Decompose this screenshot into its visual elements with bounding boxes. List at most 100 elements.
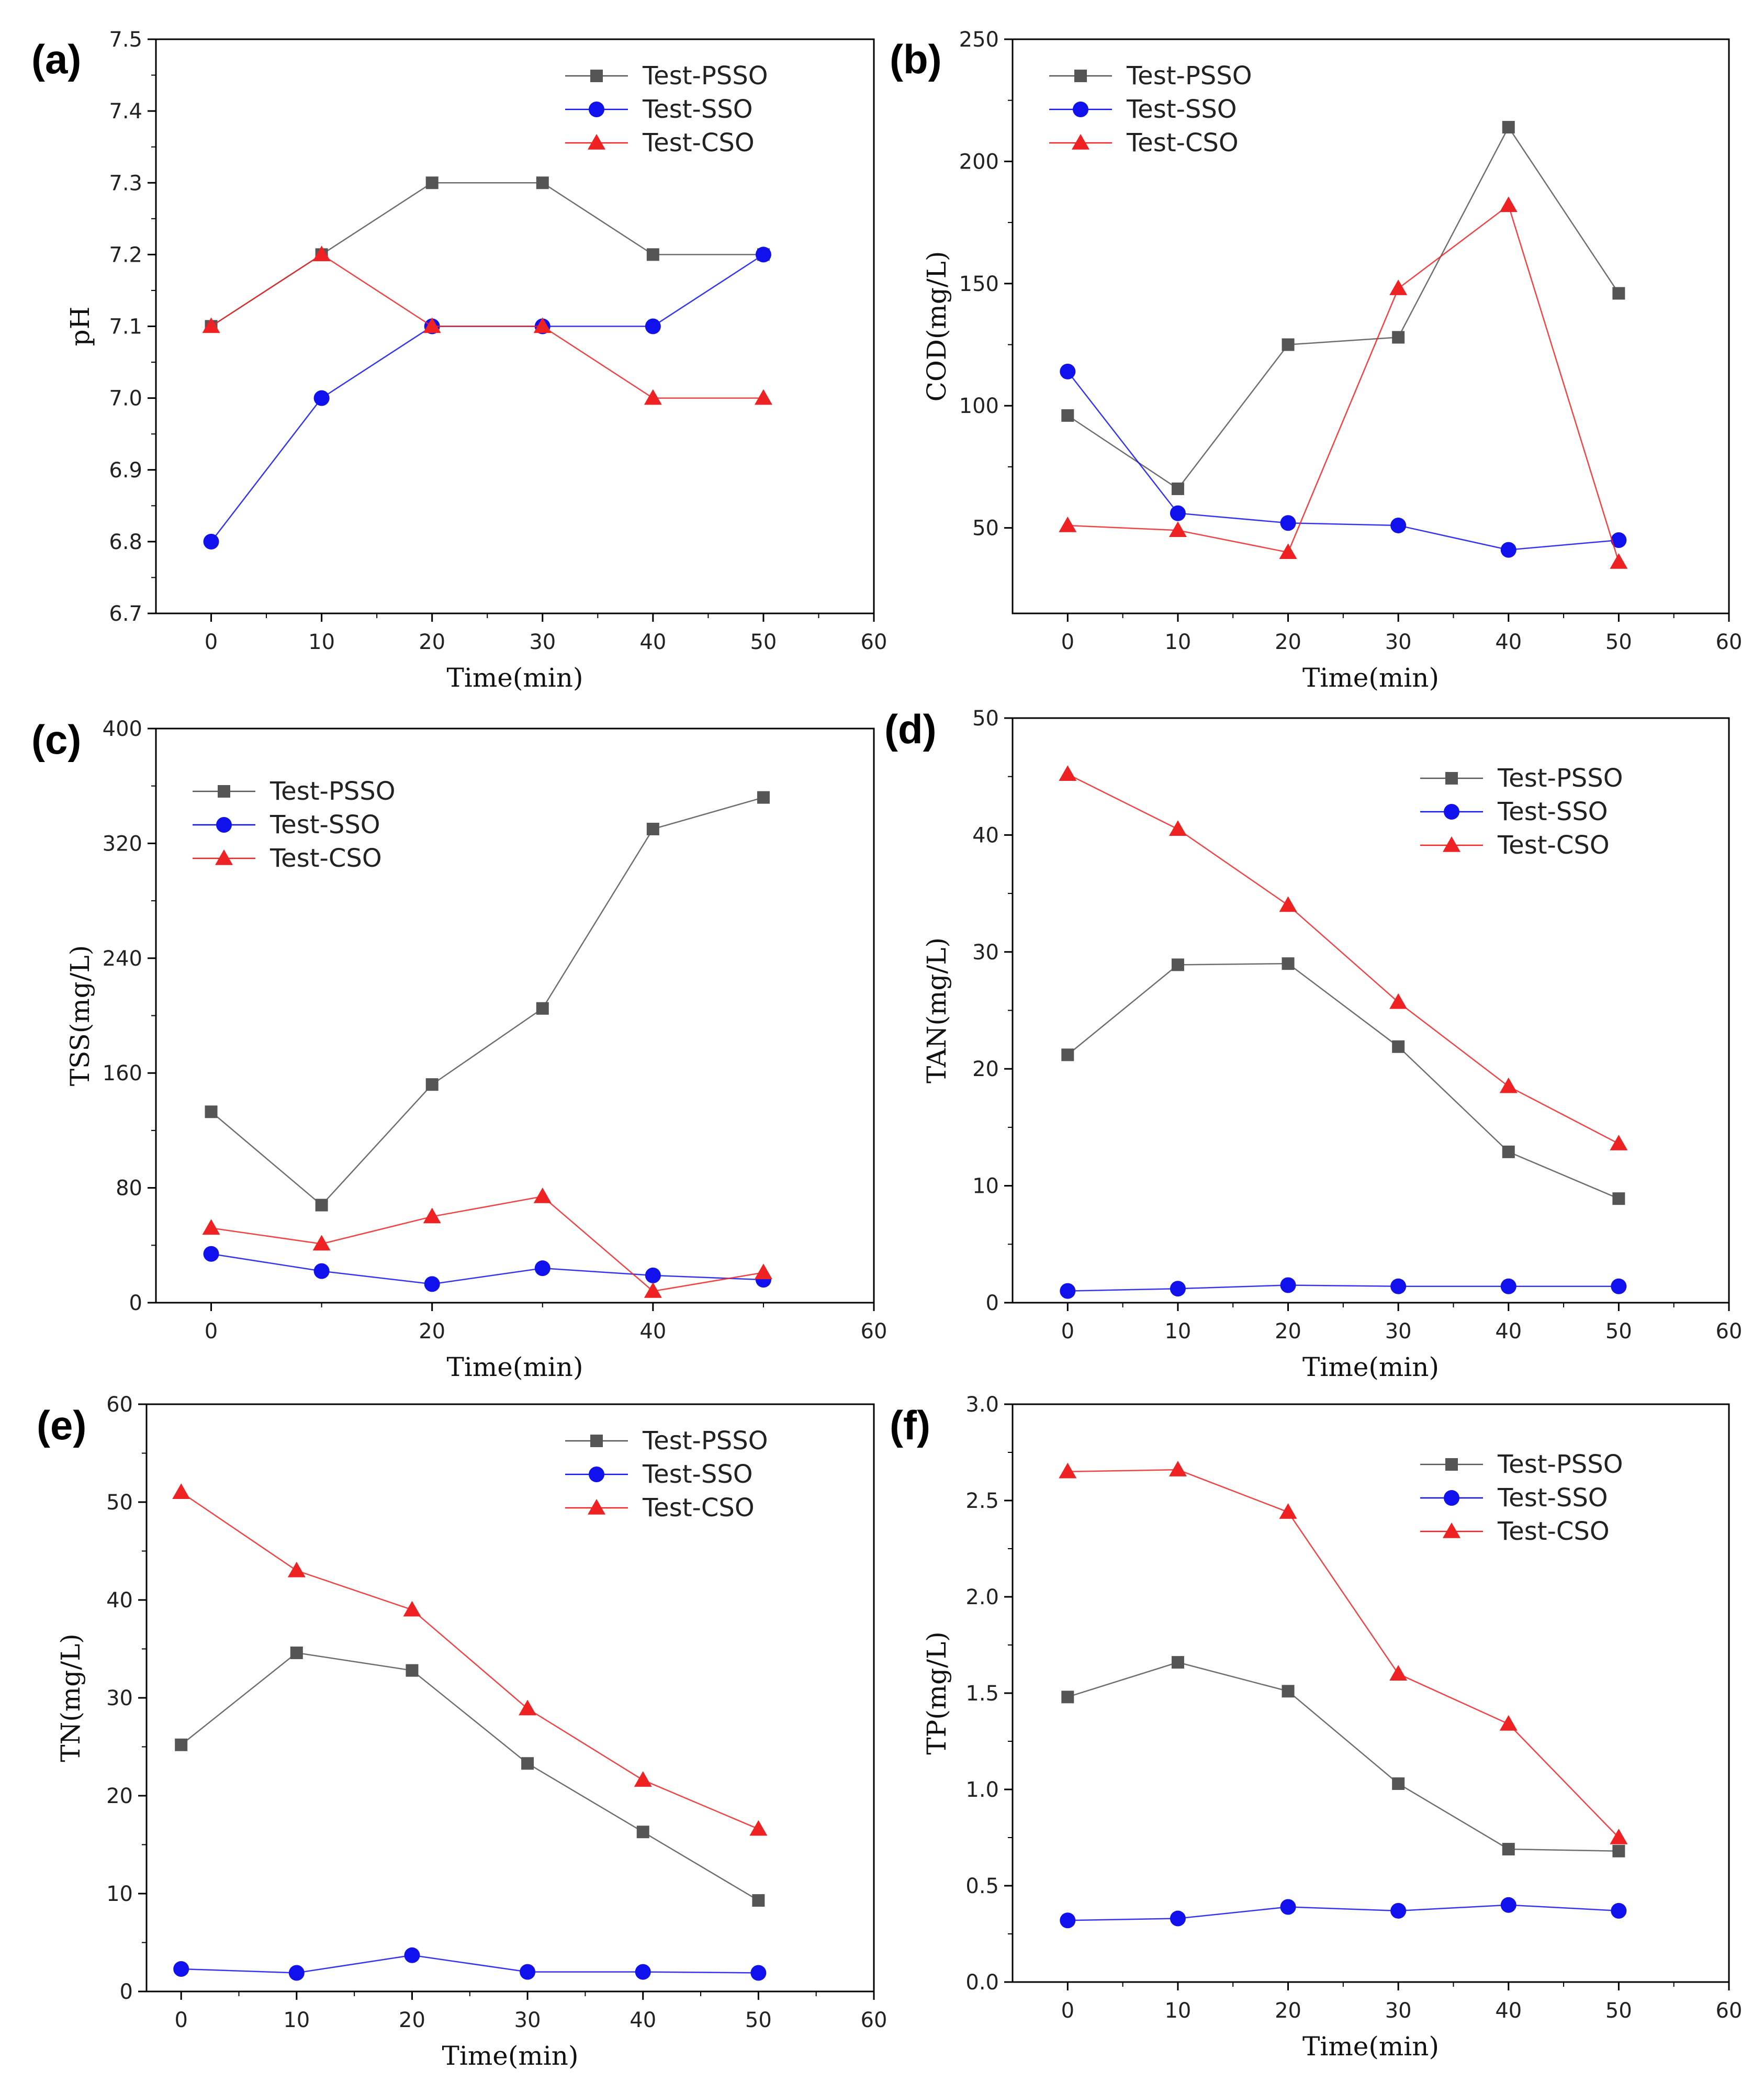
data-point-cso <box>202 1219 220 1235</box>
y-tick-label: 10 <box>972 1174 999 1199</box>
plot-frame <box>1012 38 1730 614</box>
data-point-sso <box>520 1964 536 1980</box>
data-point-sso <box>750 1965 767 1981</box>
y-tick-label: 100 <box>959 394 999 418</box>
data-point-psso <box>425 176 439 189</box>
legend-label: Test-CSO <box>269 844 382 873</box>
data-point-cso <box>519 1699 537 1716</box>
data-point-cso <box>749 1820 768 1836</box>
data-point-cso <box>1389 993 1408 1009</box>
series-line-sso <box>1067 371 1619 551</box>
chart-panel-b: 50 100 150 200 250 0 10 20 30 40 50 60 Time(min) COD(… <box>890 28 1742 693</box>
y-tick-label: 7.3 <box>109 171 142 195</box>
legend-marker <box>1445 772 1458 785</box>
data-point-sso <box>1500 1278 1516 1294</box>
legend: Test-PSSO Test-SSO Test-CSO <box>565 1426 768 1523</box>
x-axis-label: Time(min) <box>447 1352 583 1382</box>
data-point-sso <box>313 390 330 406</box>
chart-panel-c: 0 80 160 240 320 400 0 20 40 60 Time(min) TSS(mg/L)… <box>31 717 887 1382</box>
x-tick-label: 10 <box>283 2008 310 2032</box>
data-point-psso <box>1392 1040 1405 1053</box>
x-tick-label: 40 <box>1495 1319 1522 1344</box>
data-point-sso <box>534 1260 550 1277</box>
data-point-cso <box>423 317 441 333</box>
y-tick-label: 7.2 <box>109 243 142 267</box>
y-tick-label: 40 <box>106 1588 133 1613</box>
data-point-cso <box>1059 516 1077 532</box>
y-tick-label: 2.5 <box>965 1489 999 1513</box>
data-point-psso <box>536 1002 549 1015</box>
x-axis-label: Time(min) <box>1302 2031 1439 2062</box>
legend-marker <box>590 1435 603 1447</box>
x-tick-label: 0 <box>1061 1999 1074 2023</box>
legend-label: Test-SSO <box>1497 797 1608 826</box>
y-axis-label: TP(mg/L) <box>922 1631 952 1754</box>
x-tick-label: 10 <box>1164 1999 1191 2023</box>
data-point-cso <box>1059 1462 1077 1479</box>
data-point-psso <box>1282 338 1295 351</box>
series-line-sso <box>1068 1284 1619 1292</box>
data-point-sso <box>1280 1277 1296 1293</box>
y-tick-label: 7.4 <box>109 99 142 124</box>
data-point-sso <box>288 1965 305 1981</box>
data-point-sso <box>1611 1902 1627 1919</box>
x-tick-label: 50 <box>750 630 777 654</box>
data-point-sso <box>1280 515 1296 531</box>
data-point-cso <box>287 1561 306 1577</box>
legend-marker <box>1073 102 1088 117</box>
legend-label: Test-SSO <box>269 810 380 840</box>
series-line-cso <box>1068 1469 1620 1838</box>
x-tick-label: 0 <box>205 1319 218 1344</box>
x-tick-label: 50 <box>745 2008 772 2032</box>
series-line-cso <box>210 253 763 399</box>
y-tick-label: 1.5 <box>965 1682 999 1706</box>
data-point-psso <box>636 1826 649 1839</box>
data-point-cso <box>1279 896 1297 912</box>
data-point-psso <box>1502 1145 1515 1158</box>
y-axis-label: TAN(mg/L) <box>922 937 952 1083</box>
y-tick-label: 0 <box>129 1291 142 1315</box>
legend-label: Test-PSSO <box>1126 61 1252 91</box>
plot-frame <box>1012 717 1730 1304</box>
data-point-psso <box>290 1646 303 1659</box>
x-tick-label: 20 <box>419 1319 445 1344</box>
legend-label: Test-CSO <box>1497 1517 1610 1546</box>
x-tick-label: 20 <box>419 630 445 654</box>
data-point-psso <box>521 1757 534 1770</box>
y-tick-label: 50 <box>972 517 999 541</box>
data-point-cso <box>754 389 772 405</box>
y-tick-label: 200 <box>959 150 999 174</box>
data-point-sso <box>173 1961 189 1977</box>
data-point-cso <box>403 1600 421 1617</box>
series-line-psso <box>1067 962 1619 1200</box>
legend-label: Test-CSO <box>1126 128 1239 158</box>
chart-panel-e: 0 10 20 30 40 50 60 0 10 20 30 40 50 60 Time(min) TN(mg… <box>37 1393 887 2071</box>
y-tick-label: 50 <box>972 707 999 731</box>
data-point-cso <box>1168 820 1187 836</box>
data-point-psso <box>1392 1777 1405 1790</box>
chart-panel-f: 0.0 0.5 1.0 1.5 2.0 2.5 3.0 0 10 20 30 40 50 60 Time(m… <box>890 1393 1742 2062</box>
data-point-psso <box>175 1738 188 1751</box>
legend-marker <box>588 1499 605 1515</box>
x-tick-label: 20 <box>1275 1999 1301 2023</box>
x-tick-label: 0 <box>205 630 218 654</box>
data-point-sso <box>1170 1910 1186 1927</box>
y-tick-label: 250 <box>959 28 999 52</box>
data-point-sso <box>645 1267 661 1283</box>
plot-frame <box>155 727 875 1304</box>
data-point-psso <box>757 791 770 804</box>
data-point-cso <box>1168 1461 1187 1476</box>
legend-marker <box>1443 836 1460 852</box>
data-point-sso <box>424 1276 440 1292</box>
chart-panel-a: 6.7 6.8 6.9 7.0 7.1 7.2 7.3 7.4 7.5 0 10 20 30 40 50 60… <box>31 28 887 693</box>
data-point-psso <box>646 248 659 261</box>
legend-marker <box>589 1467 604 1482</box>
y-tick-label: 7.0 <box>109 387 142 411</box>
data-point-sso <box>1500 1897 1516 1913</box>
data-point-sso <box>1280 1899 1296 1915</box>
legend-label: Test-CSO <box>642 128 755 158</box>
data-point-psso <box>536 176 549 189</box>
x-tick-label: 40 <box>1495 630 1522 654</box>
legend: Test-PSSO Test-SSO Test-CSO <box>193 777 396 873</box>
data-point-cso <box>172 1483 190 1499</box>
